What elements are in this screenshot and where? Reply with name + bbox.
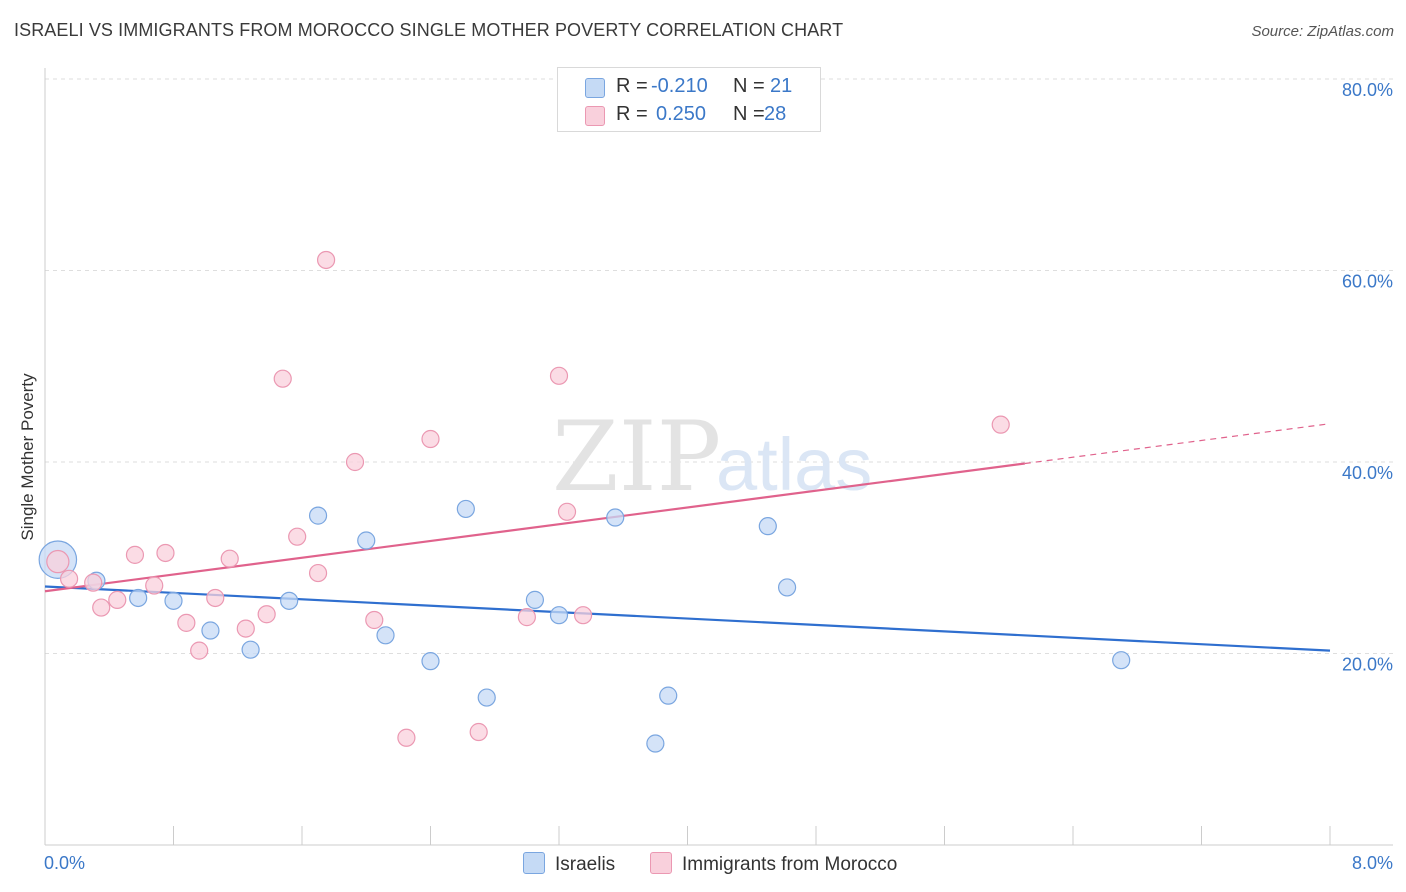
n-value: 28 — [764, 103, 787, 125]
point-morocco — [517, 608, 536, 627]
point-israelis — [357, 531, 376, 550]
tick-labels: 20.0% 40.0% 60.0% 80.0% 0.0% 8.0% — [44, 80, 1393, 873]
trend-line-morocco — [44, 462, 1025, 593]
point-morocco — [108, 590, 127, 609]
trend-lines — [44, 423, 1331, 652]
axes — [44, 68, 1393, 846]
legend-label: Immigrants from Morocco — [682, 854, 898, 875]
legend-item-israelis[interactable]: Israelis — [523, 852, 615, 876]
point-morocco — [236, 619, 255, 638]
point-israelis — [606, 508, 625, 527]
israelis-swatch — [585, 78, 605, 98]
point-israelis — [241, 640, 260, 659]
point-morocco — [421, 429, 440, 449]
point-israelis — [201, 621, 220, 640]
point-morocco — [991, 415, 1010, 434]
point-israelis — [280, 591, 299, 610]
point-morocco — [549, 366, 569, 385]
point-israelis — [456, 499, 475, 519]
point-morocco — [190, 641, 209, 660]
legend-row-morocco: R = 0.250 N = 28 — [558, 101, 820, 129]
point-morocco — [220, 549, 239, 568]
point-morocco — [557, 502, 577, 521]
point-israelis — [777, 578, 797, 597]
watermark-zip: ZIP — [552, 401, 721, 513]
r-value: -0.210 — [651, 75, 708, 97]
point-morocco — [84, 573, 103, 592]
point-morocco — [156, 543, 175, 563]
legend-label: Israelis — [555, 854, 616, 875]
point-morocco — [316, 250, 336, 270]
point-morocco — [177, 613, 196, 632]
watermark: ZIP atlas — [552, 401, 872, 513]
n-label: N = — [733, 75, 765, 97]
r-value: 0.250 — [656, 103, 707, 125]
point-morocco — [46, 549, 70, 574]
point-morocco — [273, 369, 292, 388]
israelis-legend-swatch — [523, 852, 545, 874]
point-israelis — [308, 506, 328, 525]
point-morocco — [257, 605, 276, 624]
x-tick-label: 8.0% — [1352, 853, 1393, 873]
point-morocco — [92, 598, 111, 617]
r-label: R = — [616, 75, 648, 97]
morocco-swatch — [585, 106, 605, 126]
watermark-atlas: atlas — [716, 423, 872, 506]
point-morocco — [397, 728, 416, 747]
r-label: R = — [616, 103, 648, 125]
point-morocco — [345, 452, 365, 472]
point-morocco — [145, 576, 164, 595]
point-morocco — [206, 588, 225, 608]
legend-row-israelis: R = -0.210 N = 21 — [558, 73, 820, 101]
point-israelis — [421, 652, 440, 671]
y-axis-label: Single Mother Poverty — [18, 373, 37, 541]
n-label: N = — [733, 103, 765, 125]
correlation-legend: R = -0.210 N = 21 R = 0.250 N = 28 — [557, 67, 821, 132]
x-tick-label: 0.0% — [44, 853, 85, 873]
point-israelis — [164, 591, 183, 610]
point-israelis — [376, 626, 395, 645]
y-tick-label: 80.0% — [1342, 80, 1393, 100]
y-tick-label: 40.0% — [1342, 463, 1393, 483]
y-tick-label: 60.0% — [1342, 272, 1393, 292]
point-morocco — [365, 610, 384, 630]
point-morocco — [59, 569, 79, 588]
point-israelis — [646, 734, 665, 753]
point-morocco — [469, 722, 488, 742]
point-morocco — [288, 527, 307, 546]
point-israelis — [477, 688, 496, 707]
point-morocco — [573, 606, 593, 625]
morocco-legend-swatch — [650, 852, 672, 874]
point-israelis — [758, 517, 777, 536]
chart-title: ISRAELI VS IMMIGRANTS FROM MOROCCO SINGL… — [14, 20, 844, 40]
trend-line-morocco-extension — [1024, 423, 1331, 465]
y-tick-label: 20.0% — [1342, 655, 1393, 675]
data-points — [38, 250, 1131, 753]
source-label: Source: ZipAtlas.com — [1251, 23, 1394, 40]
point-israelis — [1112, 651, 1131, 670]
trend-line-israelis — [44, 585, 1331, 652]
legend-item-morocco[interactable]: Immigrants from Morocco — [650, 852, 897, 876]
point-israelis — [549, 606, 569, 625]
point-morocco — [308, 563, 328, 583]
point-israelis — [525, 590, 545, 609]
n-value: 21 — [770, 75, 793, 97]
point-morocco — [125, 545, 145, 564]
point-israelis — [129, 588, 148, 608]
point-israelis — [659, 686, 678, 705]
grid-lines — [45, 78, 1395, 654]
